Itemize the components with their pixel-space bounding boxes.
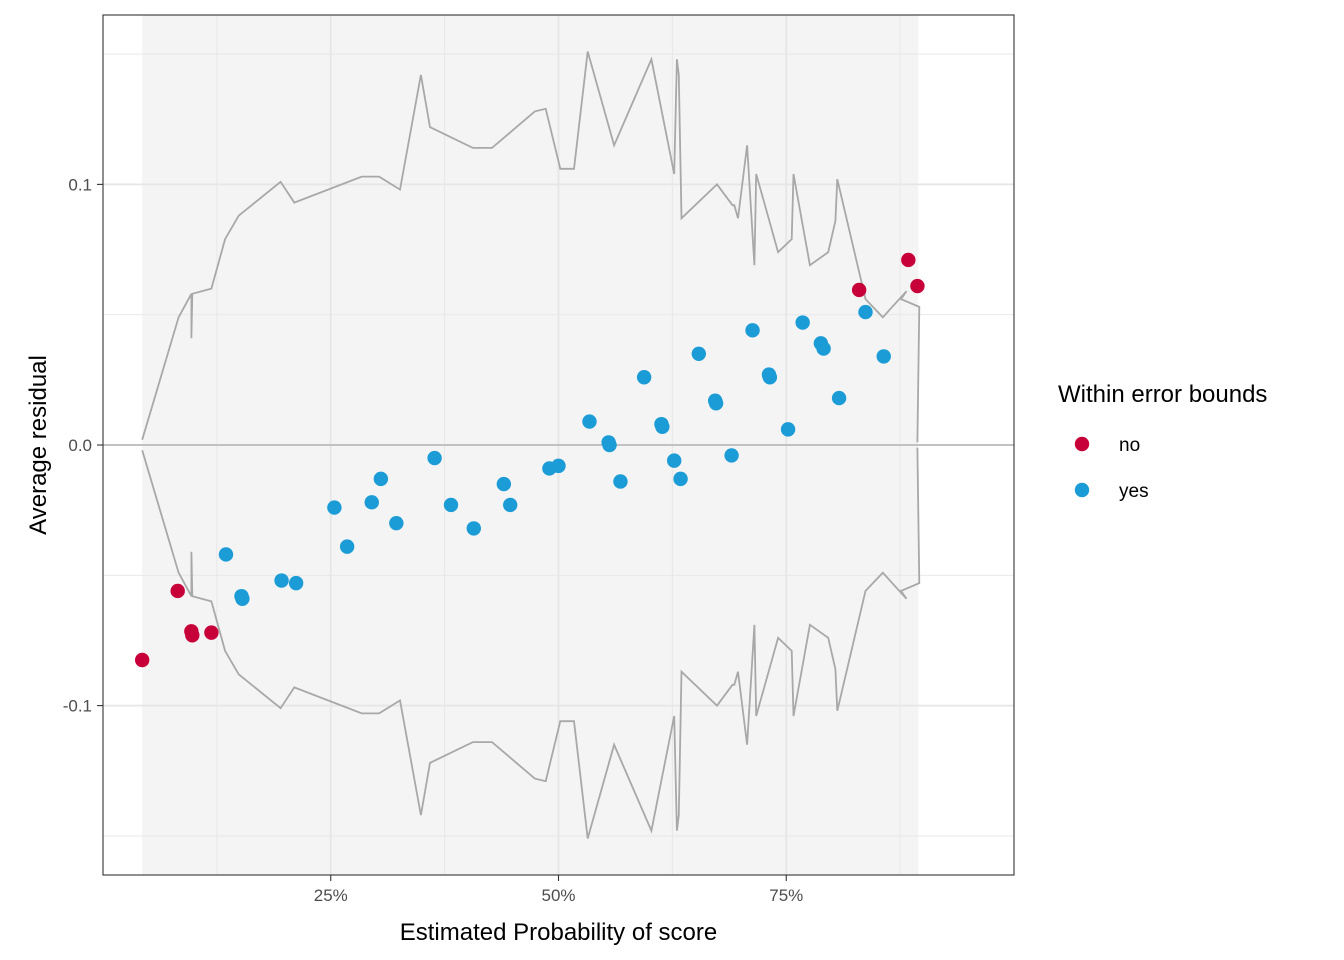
point-yes <box>339 539 355 554</box>
point-yes <box>795 315 810 330</box>
point-no <box>204 625 219 640</box>
y-tick-label: -0.1 <box>63 697 92 716</box>
legend-key-no <box>1074 436 1090 452</box>
point-no <box>170 583 185 599</box>
point-yes <box>602 437 617 453</box>
point-yes <box>666 453 682 468</box>
x-tick-label: 50% <box>541 886 575 905</box>
data-points <box>134 252 925 668</box>
x-tick-label: 25% <box>314 886 348 905</box>
point-yes <box>327 500 342 515</box>
legend-label-no: no <box>1119 435 1140 456</box>
lower-error-bound-line <box>141 447 921 839</box>
point-yes <box>780 422 796 437</box>
point-yes <box>389 515 404 531</box>
point-yes <box>274 573 289 588</box>
y-tick-label: 0.1 <box>68 175 92 194</box>
point-yes <box>373 471 389 487</box>
point-yes <box>691 346 706 361</box>
point-yes <box>427 450 442 466</box>
point-yes <box>876 349 891 364</box>
upper-error-bound-line <box>141 51 921 443</box>
legend-label-yes: yes <box>1119 481 1149 502</box>
point-no <box>901 252 916 268</box>
point-yes <box>582 414 597 429</box>
plot-panel <box>102 14 1015 876</box>
point-yes <box>816 341 831 356</box>
point-no <box>185 628 200 643</box>
point-yes <box>288 575 304 591</box>
point-yes <box>745 323 760 338</box>
x-axis-title: Estimated Probability of score <box>400 919 717 946</box>
point-yes <box>655 419 670 434</box>
legend-title: Within error bounds <box>1058 381 1267 408</box>
point-yes <box>443 497 459 513</box>
point-no <box>134 652 150 668</box>
point-yes <box>673 471 688 487</box>
point-yes <box>235 591 250 606</box>
point-yes <box>636 370 652 385</box>
point-yes <box>762 370 778 385</box>
y-tick-label: 0.0 <box>68 436 92 455</box>
point-yes <box>496 476 512 492</box>
legend-key-yes <box>1074 482 1090 498</box>
point-yes <box>613 474 628 489</box>
legend-entries: no yes <box>1074 435 1149 502</box>
point-no <box>910 278 925 294</box>
point-yes <box>551 458 566 474</box>
point-yes <box>364 495 379 510</box>
point-yes <box>218 547 234 562</box>
legend: Within error bounds no yes <box>1058 381 1267 502</box>
point-yes <box>708 396 724 411</box>
y-axis-title: Average residual <box>25 355 52 535</box>
point-no <box>851 282 867 298</box>
point-yes <box>858 304 873 320</box>
point-yes <box>724 448 739 463</box>
point-yes <box>503 497 518 513</box>
x-tick-label: 75% <box>769 886 803 905</box>
point-yes <box>831 390 847 406</box>
y-axis: -0.1 0.0 0.1 <box>63 175 103 716</box>
point-yes <box>466 521 481 536</box>
x-axis: 25% 50% 75% <box>314 875 803 905</box>
